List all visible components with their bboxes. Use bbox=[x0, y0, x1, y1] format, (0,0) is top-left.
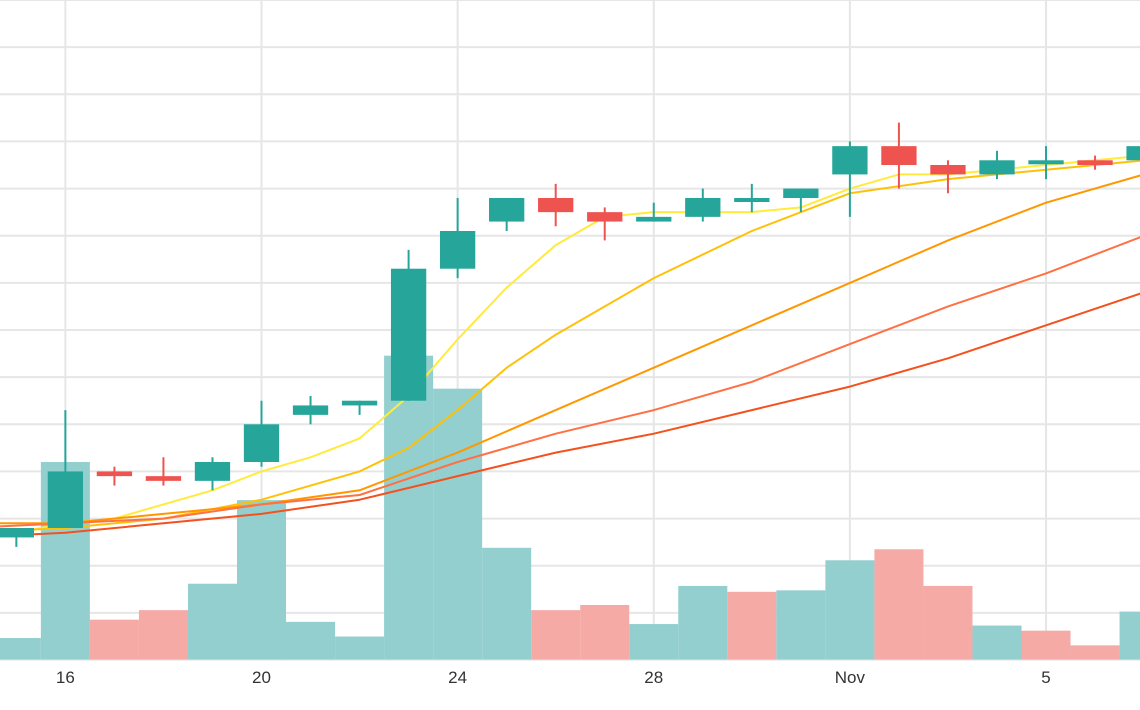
candle-body bbox=[194, 462, 231, 481]
candle-body bbox=[734, 198, 770, 202]
volume-bar bbox=[1070, 645, 1120, 660]
candlestick bbox=[194, 457, 231, 491]
volume-bar bbox=[286, 621, 336, 660]
volume-bar bbox=[825, 560, 875, 660]
candle-body bbox=[47, 471, 84, 528]
candlestick bbox=[292, 396, 329, 425]
candle-body bbox=[341, 400, 378, 406]
x-tick-label: 28 bbox=[644, 668, 663, 687]
candle-body bbox=[685, 198, 721, 217]
candlestick bbox=[341, 400, 378, 415]
candle-body bbox=[96, 471, 133, 477]
moving-average-lines bbox=[0, 154, 1140, 537]
candle-body bbox=[930, 165, 966, 175]
candlestick bbox=[1126, 146, 1140, 161]
volume-bar bbox=[874, 549, 924, 660]
candlestick bbox=[734, 183, 770, 213]
volume-bar bbox=[1021, 630, 1071, 660]
candle-body bbox=[292, 405, 329, 415]
candle-body bbox=[489, 198, 525, 222]
candlestick bbox=[832, 141, 868, 217]
candle-body bbox=[439, 231, 476, 269]
candle-body bbox=[243, 424, 280, 462]
candlestick bbox=[439, 198, 476, 279]
volume-bar bbox=[972, 625, 1022, 660]
candle-body bbox=[979, 160, 1015, 175]
candlestick bbox=[881, 122, 917, 189]
x-tick-label: 20 bbox=[252, 668, 271, 687]
candlestick bbox=[0, 528, 34, 547]
candle-body bbox=[1077, 160, 1113, 165]
volume-bar bbox=[776, 590, 826, 660]
candlestick bbox=[587, 207, 623, 241]
moving-average-line bbox=[0, 236, 1140, 528]
volume-bar bbox=[89, 619, 139, 660]
candle-body bbox=[538, 198, 574, 213]
vertical-gridlines bbox=[64, 0, 1048, 660]
candle-body bbox=[390, 268, 427, 401]
candlestick bbox=[96, 466, 133, 486]
volume-bar bbox=[923, 585, 973, 660]
moving-average-line bbox=[0, 292, 1140, 537]
volume-bar bbox=[433, 388, 483, 660]
candlestick bbox=[489, 198, 525, 231]
x-tick-label: 16 bbox=[56, 668, 75, 687]
candle-body bbox=[1126, 146, 1140, 161]
candlestick bbox=[390, 249, 427, 401]
candlestick bbox=[636, 202, 672, 222]
volume-bar bbox=[531, 610, 581, 660]
volume-bar bbox=[384, 355, 434, 660]
candlestick bbox=[979, 150, 1015, 180]
volume-bar bbox=[335, 636, 385, 660]
candlestick bbox=[145, 457, 182, 486]
candlestick bbox=[685, 188, 721, 222]
candlestick bbox=[930, 160, 966, 194]
candlestick bbox=[783, 188, 819, 213]
volume-series bbox=[0, 355, 1140, 660]
volume-bar bbox=[678, 585, 728, 660]
volume-bar bbox=[629, 624, 679, 660]
volume-bar bbox=[1119, 611, 1140, 660]
candlestick bbox=[538, 183, 574, 227]
moving-average-line bbox=[0, 159, 1140, 533]
moving-average-line bbox=[0, 174, 1140, 525]
candlestick bbox=[1077, 155, 1113, 170]
candlestick bbox=[243, 400, 280, 467]
candlestick bbox=[47, 410, 84, 528]
volume-bar bbox=[138, 610, 188, 660]
candle-body bbox=[832, 146, 868, 175]
candle-body bbox=[636, 216, 672, 222]
candle-body bbox=[587, 212, 623, 222]
candle-body bbox=[1028, 160, 1064, 165]
x-tick-label: Nov bbox=[835, 668, 866, 687]
volume-bar bbox=[580, 605, 630, 660]
volume-bar bbox=[187, 583, 237, 660]
volume-bar bbox=[0, 638, 41, 660]
candle-body bbox=[145, 476, 182, 481]
volume-bar bbox=[236, 500, 287, 660]
candlestick-series bbox=[0, 122, 1140, 547]
horizontal-gridlines bbox=[0, 0, 1140, 614]
candle-body bbox=[783, 188, 819, 198]
x-axis-tick-labels: 16 20 24 28 Nov 5 bbox=[56, 668, 1051, 687]
candle-body bbox=[0, 528, 34, 538]
candlestick bbox=[1028, 146, 1064, 180]
x-tick-label: 5 bbox=[1041, 668, 1050, 687]
candle-body bbox=[881, 146, 917, 165]
volume-bar bbox=[727, 591, 777, 660]
x-tick-label: 24 bbox=[448, 668, 467, 687]
volume-bar bbox=[482, 547, 532, 660]
